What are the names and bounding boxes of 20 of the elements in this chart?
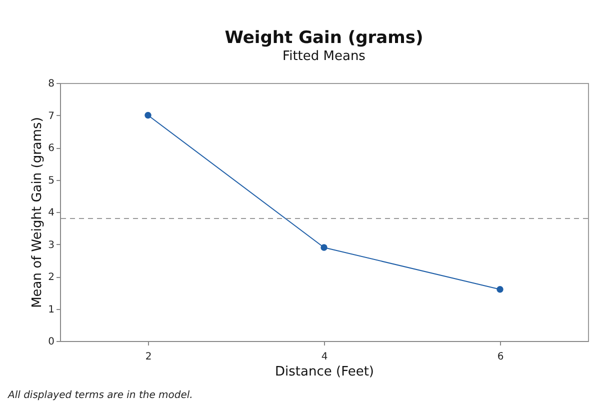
x-tick-label: 6 [497,352,504,362]
x-axis-title: Distance (Feet) [275,364,374,380]
y-tick-label: 8 [48,78,54,90]
y-tick-label: 2 [48,272,54,283]
x-tick-label: 2 [145,352,152,362]
y-axis-title: Mean of Weight Gain (grams) [30,117,46,308]
text: All displayed terms are in the model. [8,390,193,401]
y-tick-label: 4 [48,208,54,218]
point [144,112,152,119]
y-tick-label: 1 [48,304,54,316]
point [320,244,328,251]
x-tick-label: 4 [321,352,328,362]
chart-subtitle: Fitted Means [282,49,366,64]
y-tick-label: 6 [48,143,54,154]
y-tick-label: 3 [48,240,54,251]
y-tick-label: 5 [48,175,54,186]
y-tick-label: 7 [48,110,54,122]
y-tick-label: 0 [48,336,54,348]
chart-title: Weight Gain (grams) [224,28,424,48]
point [496,286,504,293]
